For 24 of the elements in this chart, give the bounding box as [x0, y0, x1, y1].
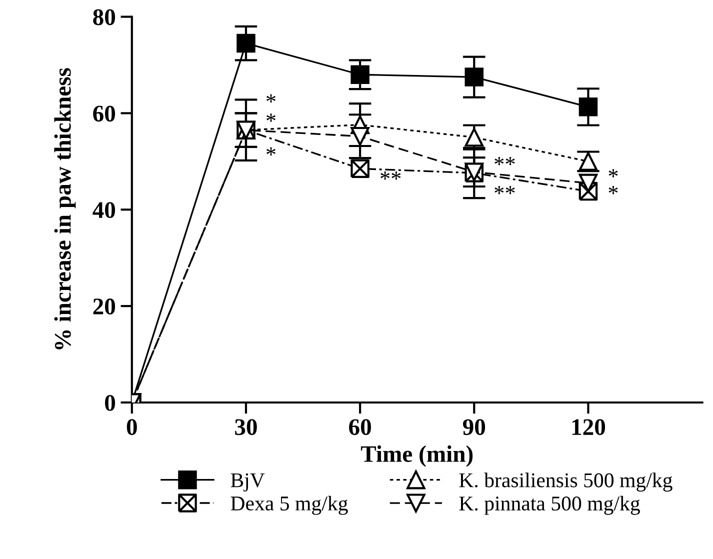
annotation: * — [608, 186, 618, 194]
y-tick-label: 60 — [93, 106, 116, 122]
annotation: ** — [494, 186, 515, 194]
x-axis-title: Time (min) — [360, 445, 473, 467]
x-tick-label: 30 — [235, 419, 257, 436]
annotation: ** — [380, 171, 401, 180]
legend-label: K. brasiliensis 500 mg/kg — [459, 472, 672, 492]
x-tick-label: 120 — [572, 419, 606, 436]
legend-label: Dexa 5 mg/kg — [230, 496, 348, 515]
annotation: * — [266, 114, 276, 122]
x-tick-label: 60 — [349, 419, 371, 436]
annotation: ** — [494, 157, 515, 166]
y-tick-label: 20 — [93, 298, 116, 314]
y-tick-label: 40 — [92, 202, 116, 218]
annotation: * — [266, 147, 276, 156]
annotation: * — [266, 94, 276, 102]
y-tick-label: 80 — [93, 9, 116, 26]
x-tick-label: 90 — [462, 419, 486, 436]
legend-label: K. pinnata 500 mg/kg — [459, 496, 640, 515]
annotation: * — [608, 169, 618, 178]
legend-label: BjV — [230, 473, 265, 492]
y-axis-title: % increase in paw thickness — [54, 68, 76, 350]
x-tick-label: 0 — [126, 419, 137, 436]
y-tick-label: 0 — [105, 394, 116, 411]
